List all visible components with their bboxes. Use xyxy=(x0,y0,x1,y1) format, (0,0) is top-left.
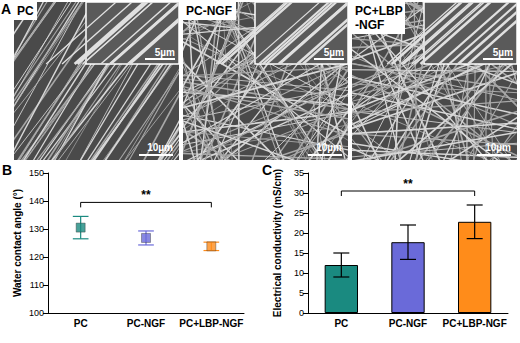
svg-text:35: 35 xyxy=(294,168,304,178)
svg-text:Water contact angle (°): Water contact angle (°) xyxy=(12,189,23,297)
svg-text:110: 110 xyxy=(30,280,44,290)
svg-text:PC: PC xyxy=(334,318,348,329)
svg-text:10µm: 10µm xyxy=(147,142,173,153)
svg-text:PC: PC xyxy=(17,4,34,18)
svg-text:0: 0 xyxy=(299,308,304,318)
svg-text:5µm: 5µm xyxy=(493,47,513,58)
svg-text:20: 20 xyxy=(294,228,304,238)
svg-text:15: 15 xyxy=(294,248,304,258)
svg-text:-NGF: -NGF xyxy=(355,18,384,32)
svg-text:10µm: 10µm xyxy=(316,142,342,153)
svg-text:120: 120 xyxy=(29,252,44,262)
svg-text:**: ** xyxy=(141,188,151,202)
svg-text:10: 10 xyxy=(294,268,304,278)
svg-text:A: A xyxy=(1,1,11,17)
svg-text:PC+LBP-NGF: PC+LBP-NGF xyxy=(179,318,243,329)
svg-text:B: B xyxy=(2,163,12,178)
svg-text:PC+LBP-NGF: PC+LBP-NGF xyxy=(443,318,507,329)
svg-text:5µm: 5µm xyxy=(324,47,344,58)
svg-text:PC+LBP: PC+LBP xyxy=(355,4,403,18)
svg-text:5: 5 xyxy=(299,288,304,298)
svg-text:140: 140 xyxy=(29,196,44,206)
svg-text:5µm: 5µm xyxy=(155,47,175,58)
svg-text:10µm: 10µm xyxy=(485,142,511,153)
svg-text:**: ** xyxy=(403,177,413,191)
svg-text:25: 25 xyxy=(294,208,304,218)
svg-text:150: 150 xyxy=(29,168,44,178)
svg-text:130: 130 xyxy=(29,224,44,234)
svg-text:100: 100 xyxy=(29,308,44,318)
svg-text:PC-NGF: PC-NGF xyxy=(127,318,165,329)
svg-text:PC-NGF: PC-NGF xyxy=(389,318,427,329)
svg-text:PC-NGF: PC-NGF xyxy=(186,4,232,18)
svg-text:30: 30 xyxy=(294,188,304,198)
svg-text:C: C xyxy=(262,162,273,178)
svg-text:Electrical conductivity (mS/cm: Electrical conductivity (mS/cm) xyxy=(272,169,283,317)
svg-text:PC: PC xyxy=(74,318,88,329)
